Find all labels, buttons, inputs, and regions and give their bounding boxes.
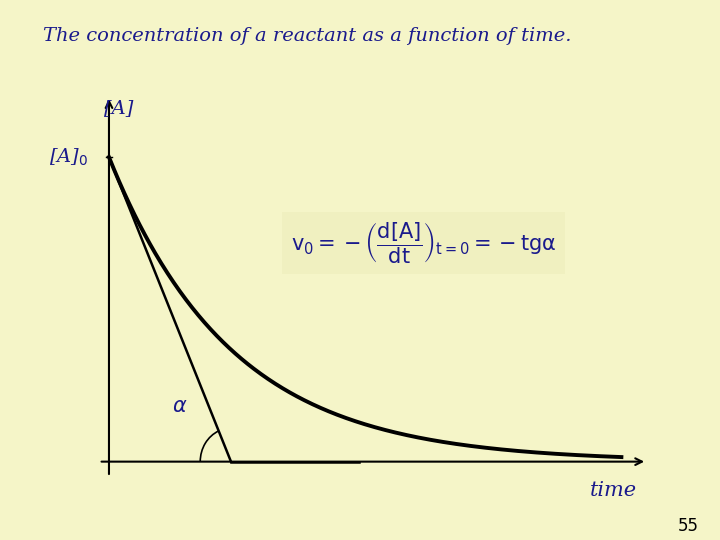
Text: [A]: [A] [104, 99, 133, 117]
Text: time: time [590, 482, 636, 501]
Text: $\alpha$: $\alpha$ [172, 397, 187, 416]
Text: 55: 55 [678, 517, 698, 535]
Text: $\mathrm{v_0 = -\left(\dfrac{d[A]}{dt}\right)_{t=0} = -tg\alpha}$: $\mathrm{v_0 = -\left(\dfrac{d[A]}{dt}\r… [291, 220, 557, 266]
Text: [A]$_0$: [A]$_0$ [49, 146, 89, 168]
Text: The concentration of a reactant as a function of time.: The concentration of a reactant as a fun… [43, 27, 572, 45]
